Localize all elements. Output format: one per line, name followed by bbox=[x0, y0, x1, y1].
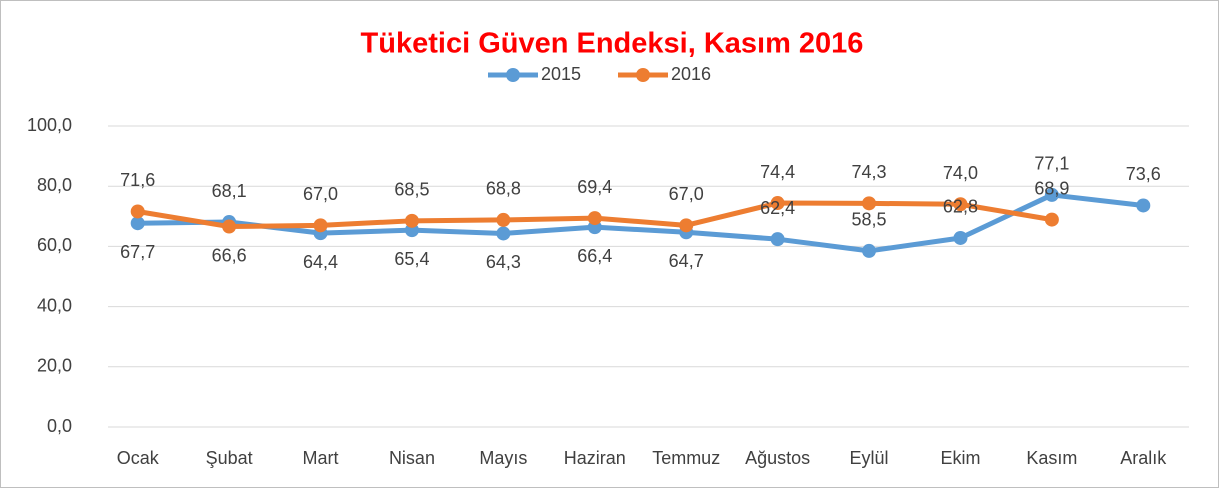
y-tick-label: 80,0 bbox=[37, 175, 72, 195]
data-label: 58,5 bbox=[852, 210, 887, 230]
y-tick-label: 40,0 bbox=[37, 295, 72, 315]
data-point bbox=[953, 230, 968, 245]
chart-title: Tüketici Güven Endeksi, Kasım 2016 bbox=[361, 28, 864, 60]
data-label: 74,3 bbox=[852, 162, 887, 182]
x-tick-label: Aralık bbox=[1120, 448, 1167, 468]
data-point bbox=[587, 211, 602, 226]
data-point bbox=[222, 219, 237, 234]
data-point bbox=[770, 196, 785, 211]
data-label: 68,5 bbox=[394, 180, 429, 200]
y-tick-label: 20,0 bbox=[37, 356, 72, 376]
data-point bbox=[862, 243, 877, 258]
x-tick-label: Eylül bbox=[850, 448, 889, 468]
data-label: 67,0 bbox=[303, 184, 338, 204]
data-point bbox=[404, 213, 419, 228]
data-label: 64,7 bbox=[669, 251, 704, 271]
data-label: 68,9 bbox=[1034, 178, 1069, 198]
data-point bbox=[496, 226, 511, 241]
data-point bbox=[679, 218, 694, 233]
data-label: 66,4 bbox=[577, 246, 612, 266]
x-tick-label: Nisan bbox=[389, 448, 435, 468]
data-label: 74,4 bbox=[760, 162, 795, 182]
data-point bbox=[1044, 187, 1059, 202]
data-label: 68,8 bbox=[486, 179, 521, 199]
data-label: 68,1 bbox=[212, 181, 247, 201]
y-tick-label: 60,0 bbox=[37, 235, 72, 255]
data-point bbox=[1044, 212, 1059, 227]
data-label: 66,6 bbox=[212, 245, 247, 265]
data-point bbox=[496, 212, 511, 227]
x-tick-label: Mayıs bbox=[479, 448, 527, 468]
data-label: 64,4 bbox=[303, 252, 338, 272]
data-point bbox=[770, 232, 785, 247]
data-label: 64,3 bbox=[486, 252, 521, 272]
data-label: 62,8 bbox=[943, 197, 978, 217]
data-label: 65,4 bbox=[394, 249, 429, 269]
data-label: 73,6 bbox=[1126, 164, 1161, 184]
data-point bbox=[862, 196, 877, 211]
data-label: 77,1 bbox=[1034, 154, 1069, 174]
legend-label: 2016 bbox=[671, 64, 711, 84]
data-label: 74,0 bbox=[943, 163, 978, 183]
x-tick-label: Haziran bbox=[564, 448, 626, 468]
x-tick-label: Şubat bbox=[206, 448, 253, 468]
series-line bbox=[135, 192, 1146, 254]
y-tick-label: 0,0 bbox=[47, 416, 72, 436]
data-point bbox=[130, 204, 145, 219]
data-point bbox=[953, 197, 968, 212]
data-label: 67,0 bbox=[669, 184, 704, 204]
data-label: 69,4 bbox=[577, 177, 612, 197]
x-tick-label: Kasım bbox=[1026, 448, 1077, 468]
x-tick-label: Ocak bbox=[117, 448, 160, 468]
legend-marker bbox=[636, 68, 650, 82]
x-tick-label: Temmuz bbox=[652, 448, 720, 468]
legend-marker bbox=[506, 68, 520, 82]
data-label: 62,4 bbox=[760, 198, 795, 218]
data-label: 71,6 bbox=[120, 170, 155, 190]
data-point bbox=[1136, 198, 1151, 213]
y-tick-label: 100,0 bbox=[27, 115, 72, 135]
legend-label: 2015 bbox=[541, 64, 581, 84]
data-label: 67,7 bbox=[120, 242, 155, 262]
x-tick-label: Mart bbox=[303, 448, 339, 468]
x-tick-label: Ağustos bbox=[745, 448, 810, 468]
data-point bbox=[130, 216, 145, 231]
data-point bbox=[313, 218, 328, 233]
x-tick-label: Ekim bbox=[940, 448, 980, 468]
